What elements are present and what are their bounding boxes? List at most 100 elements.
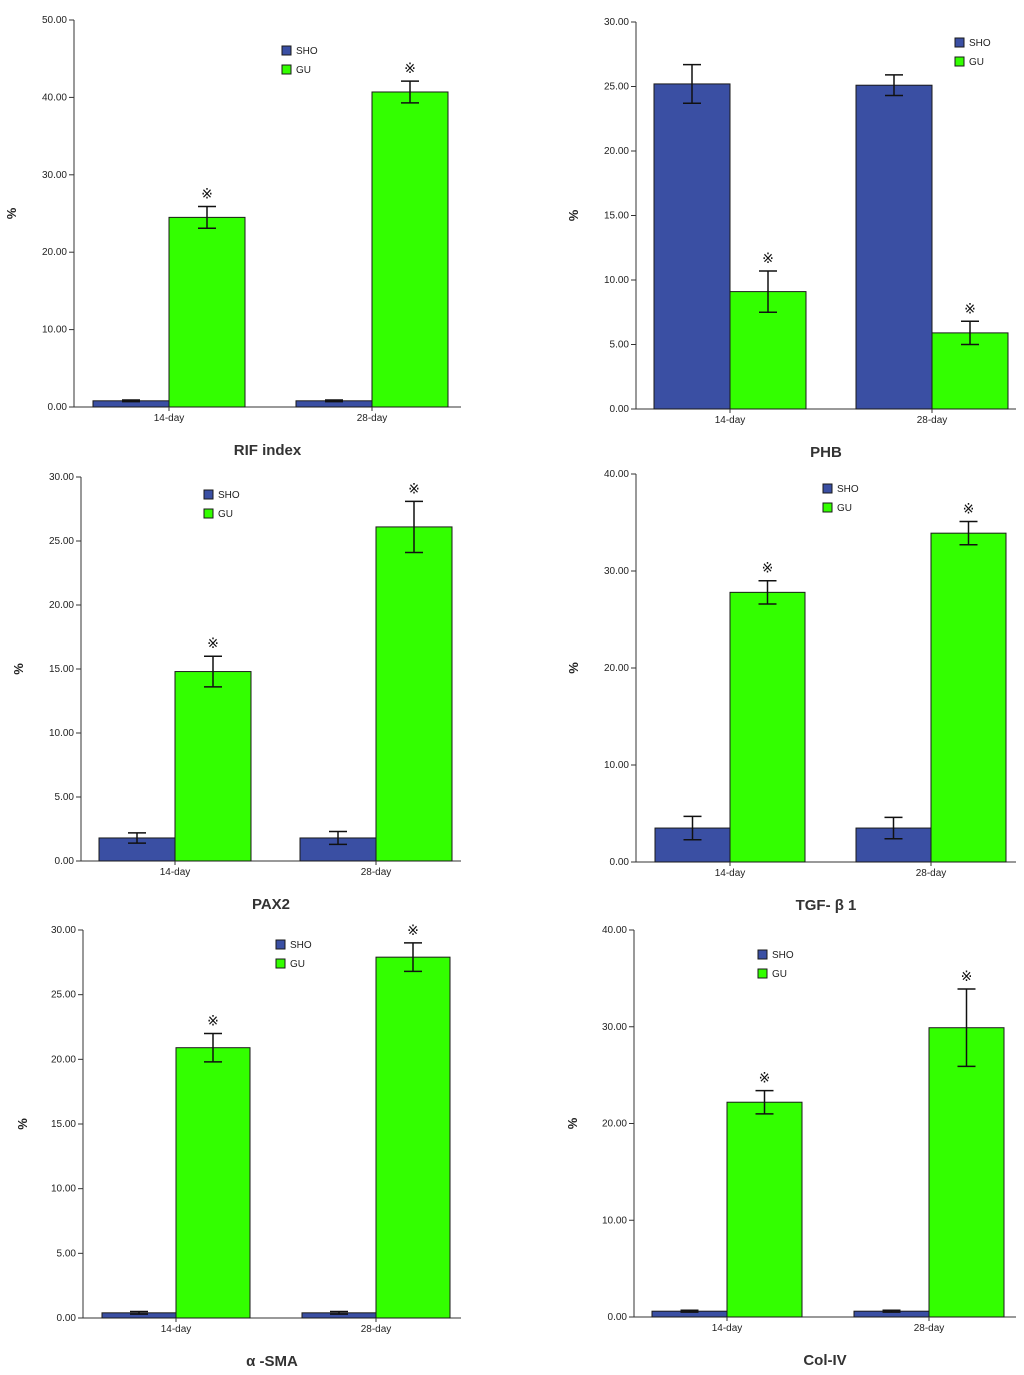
y-tick-label: 40.00: [604, 469, 629, 480]
bar-gu-14-day: [175, 1047, 251, 1319]
y-tick-label: 15.00: [49, 664, 74, 675]
y-tick-label: 20.00: [604, 146, 629, 157]
y-tick-label: 0.00: [55, 856, 75, 867]
significance-marker: ※: [963, 502, 975, 518]
y-tick-label: 0.00: [48, 402, 68, 413]
y-axis-label: %: [566, 662, 581, 674]
legend-swatch-sho: [281, 45, 292, 56]
y-tick-label: 10.00: [42, 325, 67, 336]
legend-swatch-sho: [275, 939, 286, 950]
significance-marker: ※: [404, 61, 416, 77]
legend-label-sho: SHO: [296, 46, 318, 57]
bar-gu-14-day: [168, 216, 246, 408]
chart-panel-2: 0.00 5.00 10.00 15.00 20.00 25.00 30.00% ※ 14-da…: [11, 472, 461, 913]
legend-label-gu: GU: [290, 959, 305, 970]
x-category-label: 28-day: [361, 867, 392, 878]
significance-marker: ※: [961, 969, 973, 985]
x-category-label: 14-day: [154, 413, 185, 424]
y-tick-label: 30.00: [49, 472, 74, 483]
y-tick-label: 20.00: [42, 247, 67, 258]
x-category-label: 28-day: [917, 415, 948, 426]
x-category-label: 14-day: [712, 1323, 743, 1334]
legend-label-sho: SHO: [772, 950, 794, 961]
legend-swatch-gu: [275, 958, 286, 969]
x-category-label: 28-day: [361, 1324, 392, 1335]
y-tick-label: 5.00: [55, 792, 75, 803]
y-tick-label: 0.00: [610, 404, 630, 415]
chart-panel-1: 0.00 5.00 10.00 15.00 20.00 25.00 30.00% ※ 14-da…: [566, 17, 1016, 461]
y-tick-label: 10.00: [604, 760, 629, 771]
chart-title: Col-IV: [803, 1352, 846, 1369]
y-tick-label: 30.00: [602, 1022, 627, 1033]
legend-swatch-gu: [203, 508, 214, 519]
legend-label-sho: SHO: [290, 940, 312, 951]
significance-marker: ※: [762, 251, 774, 267]
significance-marker: ※: [207, 636, 219, 652]
y-axis-label: %: [566, 209, 581, 221]
y-tick-label: 40.00: [42, 92, 67, 103]
legend-label-gu: GU: [296, 65, 311, 76]
chart-panel-4: 0.00 5.00 10.00 15.00 20.00 25.00 30.00% ※ 14-da…: [15, 923, 461, 1370]
legend-swatch-sho: [757, 949, 768, 960]
y-tick-label: 25.00: [49, 536, 74, 547]
x-category-label: 14-day: [715, 415, 746, 426]
x-category-label: 14-day: [715, 868, 746, 879]
y-tick-label: 0.00: [610, 857, 630, 868]
legend-swatch-gu: [822, 502, 833, 513]
chart-title: α -SMA: [246, 1353, 298, 1370]
y-tick-label: 20.00: [604, 663, 629, 674]
bar-sho-28-day: [855, 84, 933, 410]
y-tick-label: 10.00: [51, 1184, 76, 1195]
chart-title: PAX2: [252, 896, 290, 913]
chart-title: PHB: [810, 444, 842, 461]
y-tick-label: 30.00: [604, 566, 629, 577]
significance-marker: ※: [964, 301, 976, 317]
y-tick-label: 50.00: [42, 15, 67, 26]
y-tick-label: 10.00: [49, 728, 74, 739]
chart-panel-5: 0.00 10.00 20.00 30.00 40.00% ※ 14-day ※ 28-day S…: [565, 925, 1016, 1369]
chart-title: RIF index: [234, 442, 302, 459]
bar-gu-28-day: [371, 91, 449, 408]
legend-swatch-gu: [954, 56, 965, 67]
bar-gu-28-day: [375, 526, 453, 862]
significance-marker: ※: [759, 1071, 771, 1087]
bar-gu-28-day: [928, 1027, 1005, 1318]
y-tick-label: 20.00: [602, 1119, 627, 1130]
bar-gu-28-day: [931, 332, 1009, 410]
legend-label-sho: SHO: [218, 490, 240, 501]
chart-title: TGF- β 1: [796, 897, 857, 914]
y-tick-label: 15.00: [51, 1119, 76, 1130]
y-tick-label: 5.00: [610, 340, 630, 351]
x-category-label: 14-day: [160, 867, 191, 878]
x-category-label: 28-day: [357, 413, 388, 424]
y-tick-label: 30.00: [42, 170, 67, 181]
bar-sho-28-day: [855, 827, 932, 863]
y-tick-label: 30.00: [604, 17, 629, 28]
bar-gu-28-day: [375, 956, 451, 1319]
legend-swatch-sho: [822, 483, 833, 494]
significance-marker: ※: [201, 187, 213, 203]
significance-marker: ※: [407, 923, 419, 939]
y-tick-label: 15.00: [604, 211, 629, 222]
legend-swatch-gu: [281, 64, 292, 75]
y-axis-label: %: [15, 1118, 30, 1130]
legend-swatch-gu: [757, 968, 768, 979]
legend-label-sho: SHO: [837, 484, 859, 495]
legend-label-gu: GU: [837, 503, 852, 514]
chart-panel-3: 0.00 10.00 20.00 30.00 40.00% ※ 14-day ※ 28-day S…: [566, 469, 1016, 914]
legend-label-gu: GU: [218, 509, 233, 520]
y-tick-label: 20.00: [49, 600, 74, 611]
legend-label-gu: GU: [969, 57, 984, 68]
chart-panel-0: 0.00 10.00 20.00 30.00 40.00 50.00% ※ 14-day ※ 28…: [4, 15, 461, 459]
y-tick-label: 30.00: [51, 925, 76, 936]
y-tick-label: 25.00: [51, 990, 76, 1001]
y-axis-label: %: [4, 207, 19, 219]
bar-gu-14-day: [726, 1101, 803, 1318]
y-tick-label: 0.00: [57, 1313, 77, 1324]
y-tick-label: 20.00: [51, 1054, 76, 1065]
significance-marker: ※: [408, 481, 420, 497]
y-tick-label: 5.00: [57, 1248, 77, 1259]
x-category-label: 28-day: [914, 1323, 945, 1334]
x-category-label: 28-day: [916, 868, 947, 879]
y-axis-label: %: [565, 1117, 580, 1129]
